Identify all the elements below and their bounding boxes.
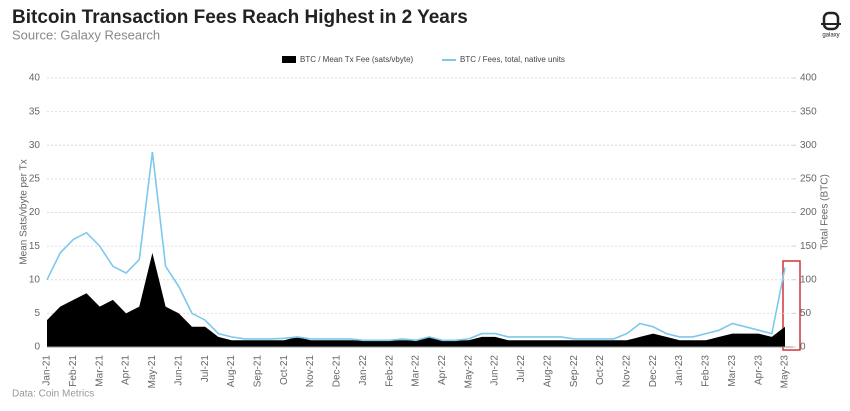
x-tick-label: Jan-22 <box>358 355 369 386</box>
legend-swatch <box>282 56 296 63</box>
y-tick-label: 35 <box>29 106 41 117</box>
x-tick-label: Mar-22 <box>411 355 422 387</box>
x-tick-label: Apr-23 <box>753 355 764 385</box>
x-tick-label: Apr-21 <box>121 355 132 385</box>
x-tick-label: Jun-22 <box>490 355 501 386</box>
x-tick-label: Dec-22 <box>648 355 659 388</box>
line <box>46 151 786 342</box>
x-tick-label: Jan-23 <box>674 355 685 386</box>
y2-tick-label: 400 <box>800 73 817 84</box>
x-tick-label: Oct-22 <box>595 355 606 385</box>
y2-tick-label: 150 <box>800 241 817 252</box>
x-tick-label: Feb-22 <box>384 355 395 387</box>
logo-text: galaxy <box>822 33 839 39</box>
y-tick-label: 10 <box>29 274 41 285</box>
y2-axis-label: Total Fees (BTC) <box>820 174 831 250</box>
logo-icon <box>822 11 840 31</box>
x-tick-label: Jan-21 <box>42 355 53 386</box>
y-tick-label: 15 <box>29 241 41 252</box>
x-tick-label: Aug-22 <box>542 355 553 388</box>
x-tick-label: May-23 <box>780 355 791 389</box>
y2-tick-label: 200 <box>800 207 817 218</box>
x-tick-label: Feb-21 <box>68 355 79 387</box>
highlight-box <box>782 260 801 351</box>
legend-label: BTC / Mean Tx Fee (sats/vbyte) <box>300 55 414 64</box>
y2-tick-label: 300 <box>800 140 817 151</box>
x-tick-label: Mar-23 <box>727 355 738 387</box>
x-tick-label: Mar-21 <box>94 355 105 387</box>
y2-tick-label: 250 <box>800 174 817 185</box>
y-tick-label: 25 <box>29 174 41 185</box>
y2-tick-label: 350 <box>800 106 817 117</box>
y2-tick-label: 100 <box>800 274 817 285</box>
x-tick-label: Aug-21 <box>226 355 237 388</box>
x-tick-label: Sep-21 <box>252 355 263 388</box>
y-tick-label: 40 <box>29 73 41 84</box>
x-tick-label: Oct-21 <box>279 355 290 385</box>
x-tick-label: Jul-21 <box>200 355 211 383</box>
x-tick-label: Apr-22 <box>437 355 448 385</box>
y-tick-label: 30 <box>29 140 41 151</box>
legend-label: BTC / Fees, total, native units <box>460 55 565 64</box>
source-note: Data: Coin Metrics <box>12 389 94 400</box>
logo: galaxy <box>821 11 841 39</box>
y2-tick-label: 0 <box>800 342 806 353</box>
x-tick-label: Nov-22 <box>621 355 632 388</box>
y-axis-label: Mean Sats/vbyte per Tx <box>19 159 30 264</box>
x-tick-label: Jul-22 <box>516 355 527 383</box>
x-tick-label: Feb-23 <box>701 355 712 387</box>
x-tick-label: May-22 <box>463 355 474 389</box>
x-tick-label: Nov-21 <box>305 355 316 388</box>
x-tick-label: May-21 <box>147 355 158 389</box>
y-tick-label: 5 <box>34 308 40 319</box>
x-tick-label: Jun-21 <box>173 355 184 386</box>
y2-tick-label: 50 <box>800 308 812 319</box>
y-tick-label: 0 <box>34 342 40 353</box>
x-tick-label: Sep-22 <box>569 355 580 388</box>
x-tick-label: Dec-21 <box>332 355 343 388</box>
chart-subtitle: Source: Galaxy Research <box>12 27 160 42</box>
chart-title: Bitcoin Transaction Fees Reach Highest i… <box>12 7 468 28</box>
area <box>47 252 785 347</box>
y-tick-label: 20 <box>29 207 41 218</box>
